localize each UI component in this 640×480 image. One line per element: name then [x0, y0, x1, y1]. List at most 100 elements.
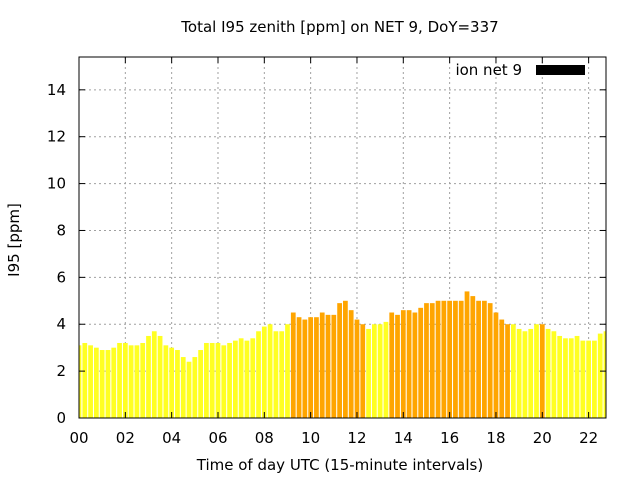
bar	[105, 350, 111, 418]
bar	[412, 312, 418, 418]
bar	[215, 342, 221, 418]
bar	[487, 303, 493, 418]
bar	[586, 340, 592, 418]
bar	[539, 324, 545, 418]
legend: ion net 9	[455, 61, 585, 79]
bar	[157, 335, 163, 418]
bar	[279, 331, 285, 418]
bar	[128, 345, 134, 418]
x-axis-label: Time of day UTC (15-minute intervals)	[196, 456, 483, 474]
bar	[163, 345, 169, 418]
y-tick-label: 2	[56, 362, 66, 380]
bar	[528, 328, 534, 418]
bar	[476, 300, 481, 418]
bar	[516, 328, 522, 418]
bar	[337, 303, 342, 418]
bar	[510, 324, 516, 418]
bar	[447, 300, 453, 418]
bar	[551, 331, 557, 418]
bar	[418, 307, 424, 418]
x-tick-label: 14	[394, 429, 413, 447]
bar	[250, 338, 256, 418]
bar	[441, 300, 447, 418]
y-tick-label: 10	[47, 175, 66, 193]
bar	[331, 314, 337, 418]
bar	[499, 319, 505, 418]
bar	[122, 342, 128, 418]
bar	[592, 340, 597, 418]
y-tick-label: 14	[47, 81, 66, 99]
bar	[545, 328, 551, 418]
bar	[429, 303, 435, 418]
bar	[366, 328, 371, 418]
bar	[186, 361, 192, 418]
bar	[261, 326, 267, 418]
x-tick-label: 10	[301, 429, 320, 447]
bar	[117, 342, 122, 418]
bar	[464, 291, 470, 418]
bar	[493, 312, 499, 418]
bar	[458, 300, 464, 418]
bar	[232, 340, 238, 418]
bar	[88, 345, 93, 418]
bar	[470, 296, 476, 418]
legend-swatch	[536, 65, 585, 75]
bar	[140, 342, 146, 418]
x-tick-label: 18	[486, 429, 505, 447]
bar	[563, 338, 568, 418]
bar	[204, 342, 209, 418]
bar	[574, 335, 580, 418]
bar	[354, 319, 360, 418]
bar	[238, 338, 244, 418]
bar	[256, 331, 261, 418]
bar	[296, 317, 302, 418]
y-tick-label: 12	[47, 128, 66, 146]
bar	[308, 317, 314, 418]
x-tick-label: 12	[347, 429, 366, 447]
bar	[360, 324, 366, 418]
bar	[82, 342, 88, 418]
bar	[134, 345, 140, 418]
bar	[568, 338, 574, 418]
x-tick-label: 22	[579, 429, 598, 447]
plot-frame	[78, 56, 607, 419]
x-tick-label: 02	[116, 429, 135, 447]
bar	[192, 357, 198, 418]
bar	[285, 324, 290, 418]
bar	[534, 324, 539, 418]
y-tick-label: 8	[56, 221, 66, 239]
bar	[383, 321, 389, 418]
bar	[522, 331, 528, 418]
bar	[180, 357, 186, 418]
bar	[198, 350, 203, 418]
bar	[273, 331, 279, 418]
x-tick-label: 08	[255, 429, 274, 447]
x-tick-label: 16	[440, 429, 459, 447]
bar	[557, 335, 563, 418]
bar	[151, 331, 157, 418]
bar	[343, 300, 348, 418]
bar	[244, 340, 250, 418]
y-tick-label: 4	[56, 315, 66, 333]
bar	[400, 310, 406, 418]
y-tick-label: 0	[56, 409, 66, 427]
chart-title: Total I95 zenith [ppm] on NET 9, DoY=337	[180, 18, 498, 36]
bar	[93, 347, 99, 418]
bar	[435, 300, 441, 418]
bars	[79, 291, 606, 418]
bar	[377, 324, 383, 418]
bar	[389, 312, 395, 418]
bar	[175, 350, 180, 418]
y-tick-label: 6	[56, 268, 66, 286]
bar	[482, 300, 487, 418]
bar	[227, 342, 232, 418]
bar	[395, 314, 400, 418]
bar	[603, 331, 606, 418]
bar	[406, 310, 412, 418]
bar	[424, 303, 429, 418]
x-tick-label: 04	[162, 429, 181, 447]
bar	[319, 312, 325, 418]
bar	[325, 314, 331, 418]
bar	[371, 324, 377, 418]
